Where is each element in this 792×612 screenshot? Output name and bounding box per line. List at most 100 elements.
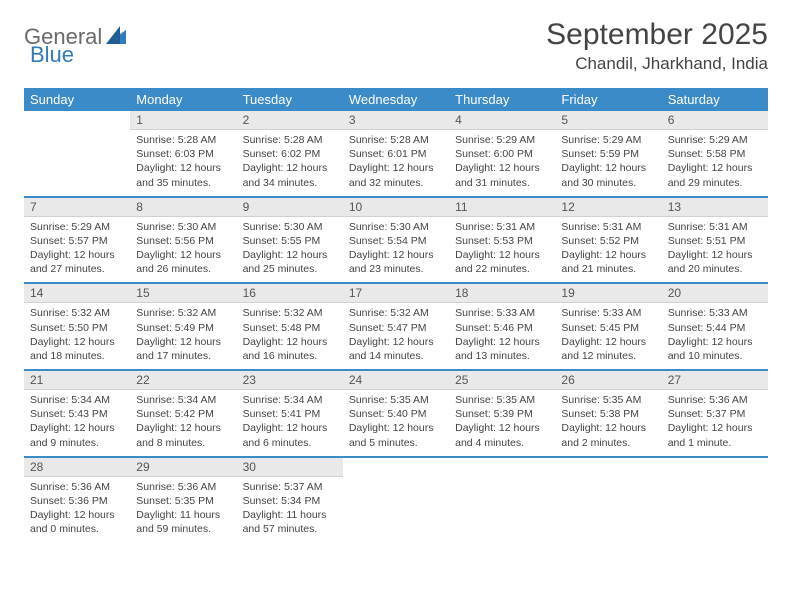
daylight-text: Daylight: 12 hours and 13 minutes.: [455, 335, 549, 363]
sunrise-text: Sunrise: 5:29 AM: [668, 133, 762, 147]
sunset-text: Sunset: 5:51 PM: [668, 234, 762, 248]
title-block: September 2025 Chandil, Jharkhand, India: [546, 18, 768, 74]
day-content: Sunrise: 5:28 AMSunset: 6:03 PMDaylight:…: [130, 130, 236, 196]
calendar-cell: 19 Sunrise: 5:33 AMSunset: 5:45 PMDayligh…: [555, 283, 661, 369]
day-number: 6: [662, 111, 768, 130]
sunset-text: Sunset: 5:38 PM: [561, 407, 655, 421]
day-content: Sunrise: 5:30 AMSunset: 5:55 PMDaylight:…: [237, 217, 343, 283]
day-number: 8: [130, 198, 236, 217]
sunrise-text: Sunrise: 5:33 AM: [561, 306, 655, 320]
sunset-text: Sunset: 5:52 PM: [561, 234, 655, 248]
day-header: Monday: [130, 88, 236, 111]
day-number: 16: [237, 284, 343, 303]
calendar-cell: [555, 457, 661, 543]
day-content: Sunrise: 5:35 AMSunset: 5:40 PMDaylight:…: [343, 390, 449, 456]
day-number: 11: [449, 198, 555, 217]
day-content: Sunrise: 5:36 AMSunset: 5:36 PMDaylight:…: [24, 477, 130, 543]
calendar-cell: 15Sunrise: 5:32 AMSunset: 5:49 PMDayligh…: [130, 283, 236, 369]
calendar-cell: 14Sunrise: 5:32 AMSunset: 5:50 PMDayligh…: [24, 283, 130, 369]
daylight-text: Daylight: 12 hours and 26 minutes.: [136, 248, 230, 276]
sunrise-text: Sunrise: 5:32 AM: [349, 306, 443, 320]
day-content: Sunrise: 5:36 AMSunset: 5:37 PMDaylight:…: [662, 390, 768, 456]
sunrise-text: Sunrise: 5:31 AM: [668, 220, 762, 234]
day-number: 19: [555, 284, 661, 303]
daylight-text: Daylight: 12 hours and 9 minutes.: [30, 421, 124, 449]
day-number: 28: [24, 458, 130, 477]
day-content: Sunrise: 5:33 AMSunset: 5:46 PMDaylight:…: [449, 303, 555, 369]
day-number: 17: [343, 284, 449, 303]
day-number: 30: [237, 458, 343, 477]
sunrise-text: Sunrise: 5:33 AM: [668, 306, 762, 320]
sunrise-text: Sunrise: 5:29 AM: [455, 133, 549, 147]
day-content: Sunrise: 5:31 AMSunset: 5:53 PMDaylight:…: [449, 217, 555, 283]
daylight-text: Daylight: 12 hours and 5 minutes.: [349, 421, 443, 449]
day-content: Sunrise: 5:32 AMSunset: 5:48 PMDaylight:…: [237, 303, 343, 369]
daylight-text: Daylight: 12 hours and 16 minutes.: [243, 335, 337, 363]
sunset-text: Sunset: 5:37 PM: [668, 407, 762, 421]
daylight-text: Daylight: 12 hours and 32 minutes.: [349, 161, 443, 189]
day-number: 26: [555, 371, 661, 390]
sunset-text: Sunset: 5:40 PM: [349, 407, 443, 421]
day-content: Sunrise: 5:36 AMSunset: 5:35 PMDaylight:…: [130, 477, 236, 543]
day-header: Friday: [555, 88, 661, 111]
sunrise-text: Sunrise: 5:33 AM: [455, 306, 549, 320]
calendar-cell: 9Sunrise: 5:30 AMSunset: 5:55 PMDaylight…: [237, 197, 343, 283]
day-number: 2: [237, 111, 343, 130]
day-content: Sunrise: 5:28 AMSunset: 6:01 PMDaylight:…: [343, 130, 449, 196]
sunset-text: Sunset: 6:00 PM: [455, 147, 549, 161]
sunrise-text: Sunrise: 5:36 AM: [30, 480, 124, 494]
day-number: 1: [130, 111, 236, 130]
day-number: 22: [130, 371, 236, 390]
sunrise-text: Sunrise: 5:31 AM: [455, 220, 549, 234]
calendar-cell: 28Sunrise: 5:36 AMSunset: 5:36 PMDayligh…: [24, 457, 130, 543]
calendar-cell: 5Sunrise: 5:29 AMSunset: 5:59 PMDaylight…: [555, 111, 661, 196]
sunrise-text: Sunrise: 5:36 AM: [668, 393, 762, 407]
calendar-row: 1Sunrise: 5:28 AMSunset: 6:03 PMDaylight…: [24, 111, 768, 196]
daylight-text: Daylight: 12 hours and 22 minutes.: [455, 248, 549, 276]
calendar-body: 1Sunrise: 5:28 AMSunset: 6:03 PMDaylight…: [24, 111, 768, 542]
daylight-text: Daylight: 12 hours and 8 minutes.: [136, 421, 230, 449]
sunrise-text: Sunrise: 5:32 AM: [136, 306, 230, 320]
daylight-text: Daylight: 12 hours and 17 minutes.: [136, 335, 230, 363]
sunset-text: Sunset: 5:58 PM: [668, 147, 762, 161]
sunset-text: Sunset: 6:01 PM: [349, 147, 443, 161]
daylight-text: Daylight: 12 hours and 10 minutes.: [668, 335, 762, 363]
daylight-text: Daylight: 12 hours and 18 minutes.: [30, 335, 124, 363]
daylight-text: Daylight: 11 hours and 57 minutes.: [243, 508, 337, 536]
sunset-text: Sunset: 5:45 PM: [561, 321, 655, 335]
day-content: Sunrise: 5:32 AMSunset: 5:49 PMDaylight:…: [130, 303, 236, 369]
day-number: 3: [343, 111, 449, 130]
sunrise-text: Sunrise: 5:28 AM: [136, 133, 230, 147]
calendar-cell: 26Sunrise: 5:35 AMSunset: 5:38 PMDayligh…: [555, 370, 661, 456]
sunset-text: Sunset: 6:02 PM: [243, 147, 337, 161]
day-content: Sunrise: 5:31 AMSunset: 5:51 PMDaylight:…: [662, 217, 768, 283]
sunset-text: Sunset: 5:54 PM: [349, 234, 443, 248]
day-content: Sunrise: 5:34 AMSunset: 5:42 PMDaylight:…: [130, 390, 236, 456]
day-content: Sunrise: 5:29 AMSunset: 6:00 PMDaylight:…: [449, 130, 555, 196]
day-content: Sunrise: 5:35 AMSunset: 5:39 PMDaylight:…: [449, 390, 555, 456]
daylight-text: Daylight: 12 hours and 12 minutes.: [561, 335, 655, 363]
calendar-row: 14Sunrise: 5:32 AMSunset: 5:50 PMDayligh…: [24, 283, 768, 369]
daylight-text: Daylight: 12 hours and 6 minutes.: [243, 421, 337, 449]
day-number: 10: [343, 198, 449, 217]
calendar-cell: 2Sunrise: 5:28 AMSunset: 6:02 PMDaylight…: [237, 111, 343, 196]
daylight-text: Daylight: 12 hours and 14 minutes.: [349, 335, 443, 363]
day-content: Sunrise: 5:34 AMSunset: 5:43 PMDaylight:…: [24, 390, 130, 456]
calendar-row: 28Sunrise: 5:36 AMSunset: 5:36 PMDayligh…: [24, 457, 768, 543]
calendar-cell: 11Sunrise: 5:31 AMSunset: 5:53 PMDayligh…: [449, 197, 555, 283]
sunset-text: Sunset: 5:43 PM: [30, 407, 124, 421]
sunset-text: Sunset: 5:50 PM: [30, 321, 124, 335]
calendar-cell: 6Sunrise: 5:29 AMSunset: 5:58 PMDaylight…: [662, 111, 768, 196]
daylight-text: Daylight: 12 hours and 0 minutes.: [30, 508, 124, 536]
day-number: 24: [343, 371, 449, 390]
day-number: 25: [449, 371, 555, 390]
calendar-cell: 16Sunrise: 5:32 AMSunset: 5:48 PMDayligh…: [237, 283, 343, 369]
day-content: Sunrise: 5:33 AMSunset: 5:44 PMDaylight:…: [662, 303, 768, 369]
daylight-text: Daylight: 12 hours and 30 minutes.: [561, 161, 655, 189]
calendar-cell: 30Sunrise: 5:37 AMSunset: 5:34 PMDayligh…: [237, 457, 343, 543]
sunrise-text: Sunrise: 5:28 AM: [349, 133, 443, 147]
sunset-text: Sunset: 5:34 PM: [243, 494, 337, 508]
day-header: Wednesday: [343, 88, 449, 111]
day-number: 12: [555, 198, 661, 217]
day-content: Sunrise: 5:32 AMSunset: 5:47 PMDaylight:…: [343, 303, 449, 369]
